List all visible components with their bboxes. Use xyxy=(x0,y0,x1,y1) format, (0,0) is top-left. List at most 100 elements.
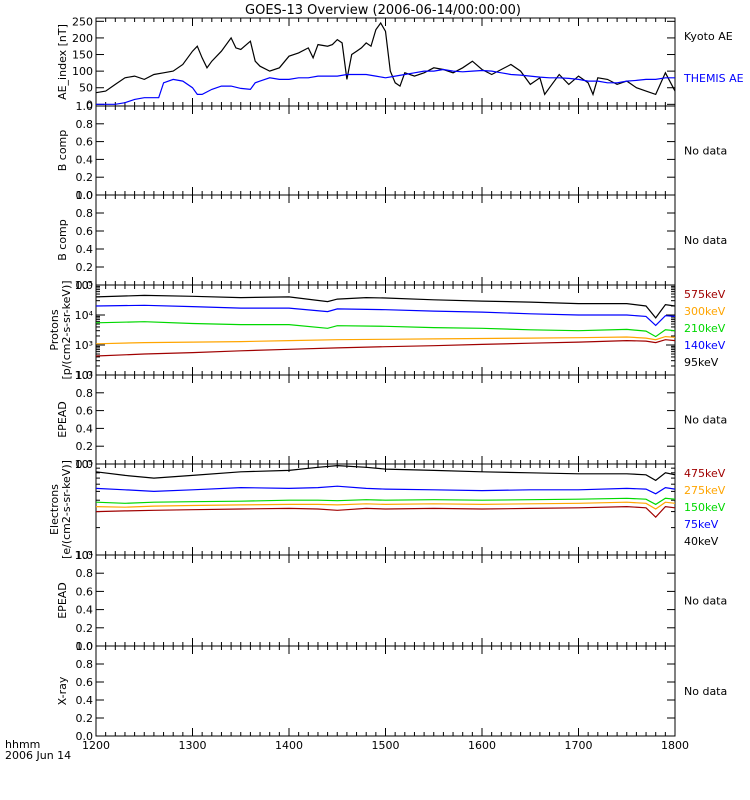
panel-7: 0.0 0.2 0.4 0.6 0.8 1.0 EPEAD No data xyxy=(56,549,727,653)
series-line-40kev xyxy=(96,464,675,482)
panel-2: 0.0 0.2 0.4 0.6 0.8 1.0 B comp No data xyxy=(56,100,727,202)
y-tick-label: 0.2 xyxy=(76,171,94,184)
legend-entry: 75keV xyxy=(684,518,719,531)
y-axis-title: Protons xyxy=(48,309,61,350)
y-axis-title: EPEAD xyxy=(56,401,69,438)
legend-entry: Kyoto AE xyxy=(684,30,733,43)
series-line-275kev xyxy=(96,501,675,510)
legend-entry: 40keV xyxy=(684,535,719,548)
y-tick-label: 0.2 xyxy=(76,712,94,725)
y-tick-label: 1.0 xyxy=(76,369,94,382)
y-tick-label: 0.8 xyxy=(76,118,94,131)
legend-entry: 140keV xyxy=(684,339,726,352)
no-data-label: No data xyxy=(684,595,727,608)
panel-frame xyxy=(95,105,676,196)
y-axis-title: B comp xyxy=(56,219,69,261)
series-line-kyoto-ae xyxy=(96,21,675,97)
y-tick-label: 0.0 xyxy=(76,730,94,743)
legend-entry: 475keV xyxy=(684,467,726,480)
y-axis-title: X-ray xyxy=(56,676,69,705)
y-tick-label: 10² xyxy=(75,369,93,382)
y-tick-label: 0.8 xyxy=(76,567,94,580)
panel-8: 0.0 0.2 0.4 0.6 0.8 1.0 X-ray No data 1200 1300 14… xyxy=(56,640,727,752)
y-tick-label: 1.0 xyxy=(76,100,94,113)
y-tick-label: 0.6 xyxy=(76,225,94,238)
y-tick-label: 10⁵ xyxy=(75,279,93,292)
series-line-300kev xyxy=(96,335,675,345)
y-tick-label: 0.8 xyxy=(76,658,94,671)
x-tick-label: 1200 xyxy=(82,739,110,752)
y-tick-label: 10⁴ xyxy=(75,309,94,322)
y-tick-label: 50 xyxy=(79,82,93,95)
series-line-themis-ae xyxy=(96,68,675,105)
y-tick-label: 0.8 xyxy=(76,207,94,220)
y-tick-label: 0.4 xyxy=(76,153,94,166)
y-axis-title: [e/(cm2-s-sr-keV)] xyxy=(60,460,73,559)
y-tick-label: 1.0 xyxy=(76,189,94,202)
legend-entry: 575keV xyxy=(684,288,726,301)
y-tick-label: 0 xyxy=(86,98,93,111)
series-line-140kev xyxy=(96,304,675,327)
panel-5: 0.0 0.2 0.4 0.6 0.8 1.0 EPEAD No data xyxy=(56,369,727,471)
series-line-475kev xyxy=(96,339,675,357)
y-tick-label: 0.2 xyxy=(76,261,94,274)
panel-frame xyxy=(95,554,676,647)
y-tick-label: 0.0 xyxy=(76,189,94,202)
no-data-label: No data xyxy=(684,414,727,427)
panel-4: 10² 10³ 10⁴ 10⁵ Protons [p/(cm2-s-sr-keV)] 575… xyxy=(48,279,726,382)
x-tick-label: 1700 xyxy=(565,739,593,752)
legend-entry: 275keV xyxy=(684,484,726,497)
y-tick-label: 10⁴ xyxy=(75,549,94,562)
y-tick-label: 0.6 xyxy=(76,585,94,598)
y-tick-label: 0.0 xyxy=(76,458,94,471)
y-tick-label: 10³ xyxy=(75,339,93,352)
no-data-label: No data xyxy=(684,685,727,698)
series-line-150kev xyxy=(96,497,675,506)
panel-frame xyxy=(95,645,676,737)
y-tick-label: 1.0 xyxy=(76,549,94,562)
y-tick-label: 0.4 xyxy=(76,243,94,256)
date-label: 2006 Jun 14 xyxy=(5,749,71,762)
y-axis-title: B comp xyxy=(56,130,69,172)
time-unit-label: hhmm xyxy=(5,738,40,751)
plot-title: GOES-13 Overview (2006-06-14/00:00:00) xyxy=(245,3,521,18)
y-tick-label: 0.2 xyxy=(76,622,94,635)
y-tick-label: 200 xyxy=(72,32,93,45)
y-tick-label: 0.2 xyxy=(76,440,94,453)
y-tick-label: 100 xyxy=(72,65,93,78)
no-data-label: No data xyxy=(684,145,727,158)
y-tick-label: 10⁵ xyxy=(75,458,93,471)
y-axis-title: Electrons xyxy=(48,484,61,535)
y-tick-label: 0.6 xyxy=(76,136,94,149)
y-tick-label: 1.0 xyxy=(76,640,94,653)
series-line-475kev xyxy=(96,505,675,519)
y-tick-label: 0.6 xyxy=(76,676,94,689)
y-tick-label: 0.4 xyxy=(76,422,94,435)
legend-entry: THEMIS AE xyxy=(683,72,744,85)
legend-entry: 300keV xyxy=(684,305,726,318)
legend-entry: 95keV xyxy=(684,356,719,369)
y-axis-title: AE_index [nT] xyxy=(56,24,69,100)
panel-3: 0.0 0.2 0.4 0.6 0.8 1.0 B comp No data xyxy=(56,189,727,292)
no-data-label: No data xyxy=(684,234,727,247)
y-tick-label: 0.0 xyxy=(76,640,94,653)
legend-entry: 210keV xyxy=(684,322,726,335)
y-axis-title: EPEAD xyxy=(56,582,69,619)
series-line-210kev xyxy=(96,321,675,338)
panel-6: 10⁴ 10⁵ Electrons [e/(cm2-s-sr-keV)] 475keV 2… xyxy=(48,458,726,562)
y-tick-label: 0.6 xyxy=(76,405,94,418)
panel-frame xyxy=(95,194,676,286)
x-tick-label: 1300 xyxy=(179,739,207,752)
y-tick-label: 250 xyxy=(72,15,93,28)
x-tick-label: 1400 xyxy=(275,739,303,752)
y-tick-label: 0.8 xyxy=(76,387,94,400)
legend-entry: 150keV xyxy=(684,501,726,514)
x-tick-label: 1600 xyxy=(468,739,496,752)
x-tick-label: 1800 xyxy=(661,739,689,752)
panel-frame xyxy=(95,374,676,465)
series-line-75kev xyxy=(96,485,675,495)
y-tick-label: 0.0 xyxy=(76,279,94,292)
